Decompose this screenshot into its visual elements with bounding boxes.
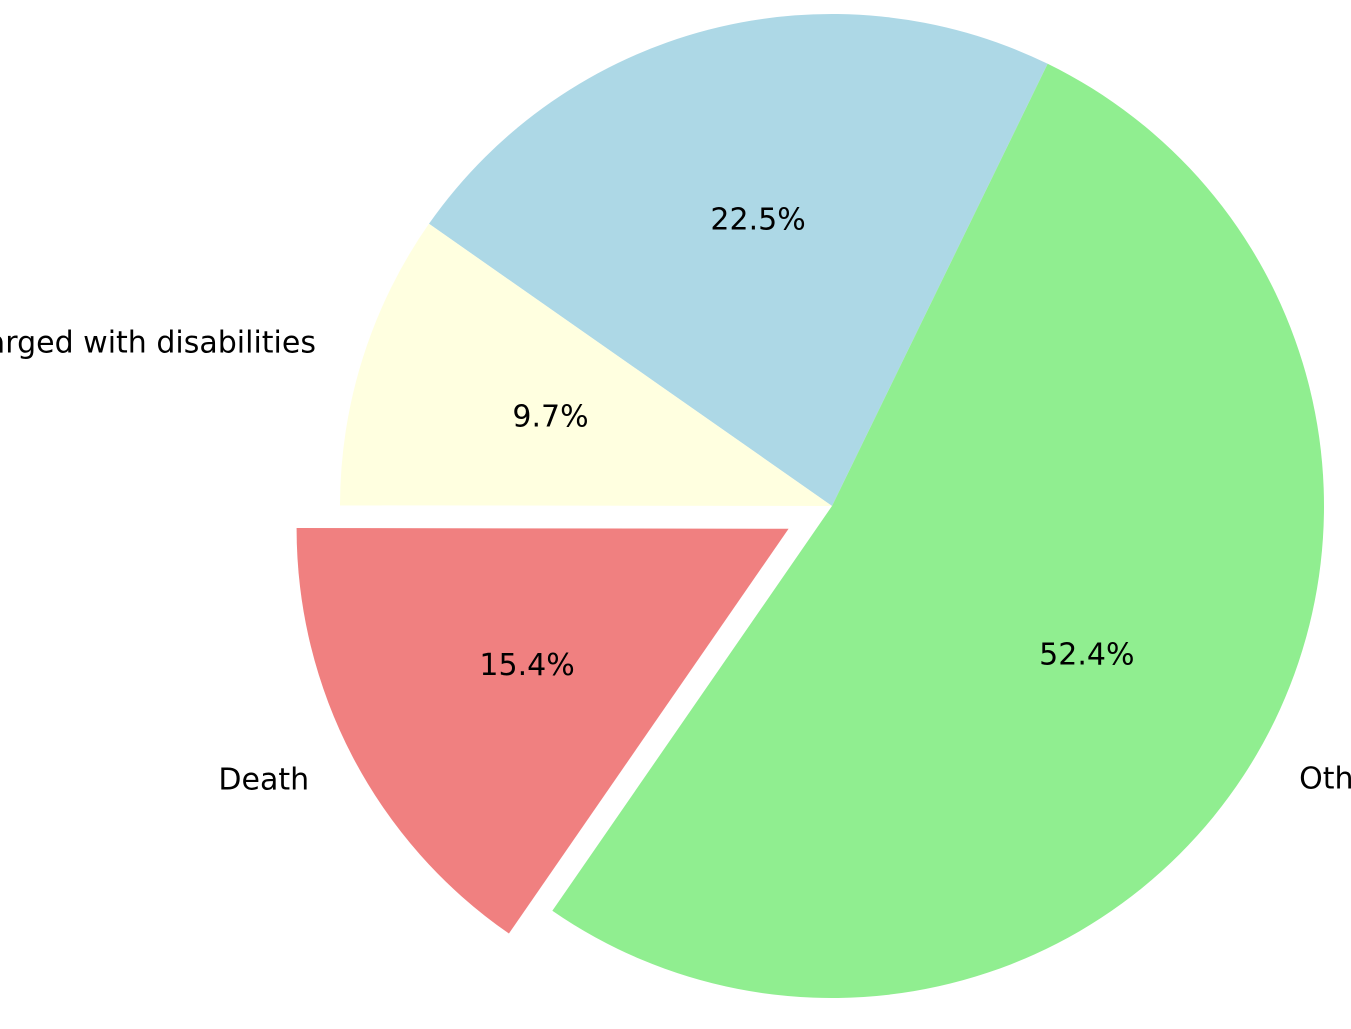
- pie-slice-other: [552, 63, 1325, 999]
- percent-label-patient-cured: 22.5%: [710, 203, 805, 238]
- pie-slice-patient-discharged-with-disabilities: [340, 223, 832, 506]
- percent-label-other: 52.4%: [1039, 638, 1134, 673]
- pie-slice-patient-cured: [428, 14, 1048, 506]
- pie-slice-death: [296, 528, 789, 934]
- percent-label-death: 15.4%: [479, 648, 574, 683]
- category-label-death: Death: [218, 762, 309, 797]
- percent-label-patient-discharged-with-disabilities: 9.7%: [512, 400, 588, 435]
- category-label-other: Other: [1299, 762, 1351, 797]
- category-label-patient-discharged-with-disabilities: Patient discharged with disabilities: [0, 325, 316, 360]
